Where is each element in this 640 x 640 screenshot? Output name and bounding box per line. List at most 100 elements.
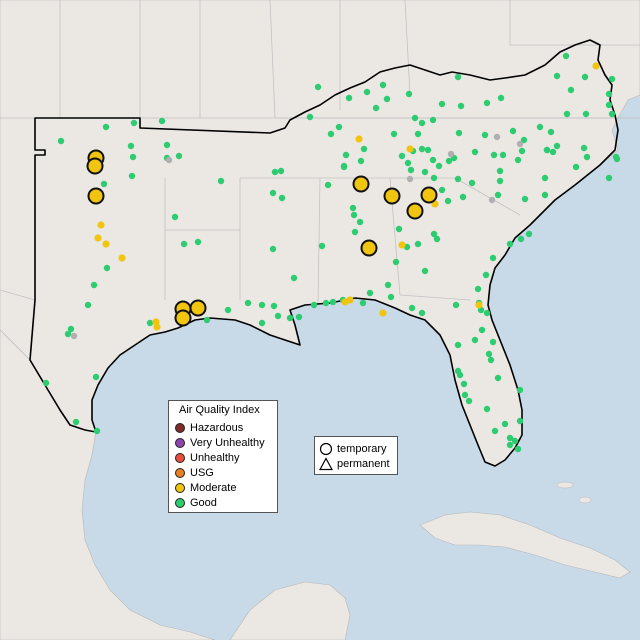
good-monitor-marker[interactable]: [363, 88, 371, 96]
good-monitor-marker[interactable]: [414, 240, 422, 248]
good-monitor-marker[interactable]: [418, 119, 426, 127]
good-monitor-marker[interactable]: [521, 195, 529, 203]
moderate-monitor-marker[interactable]: [398, 241, 406, 249]
good-monitor-marker[interactable]: [171, 213, 179, 221]
good-monitor-marker[interactable]: [583, 153, 591, 161]
good-monitor-marker[interactable]: [483, 99, 491, 107]
good-monitor-marker[interactable]: [581, 73, 589, 81]
good-monitor-marker[interactable]: [536, 123, 544, 131]
good-monitor-marker[interactable]: [517, 235, 525, 243]
good-monitor-marker[interactable]: [543, 146, 551, 154]
good-monitor-marker[interactable]: [130, 119, 138, 127]
good-monitor-marker[interactable]: [269, 245, 277, 253]
temporary-moderate-monitor-marker[interactable]: [86, 157, 104, 175]
good-monitor-marker[interactable]: [430, 174, 438, 182]
good-monitor-marker[interactable]: [345, 94, 353, 102]
good-monitor-marker[interactable]: [514, 156, 522, 164]
moderate-monitor-marker[interactable]: [97, 221, 105, 229]
moderate-monitor-marker[interactable]: [592, 62, 600, 70]
good-monitor-marker[interactable]: [340, 163, 348, 171]
good-monitor-marker[interactable]: [580, 144, 588, 152]
good-monitor-marker[interactable]: [418, 145, 426, 153]
good-monitor-marker[interactable]: [421, 267, 429, 275]
good-monitor-marker[interactable]: [506, 240, 514, 248]
temporary-moderate-monitor-marker[interactable]: [383, 187, 401, 205]
good-monitor-marker[interactable]: [461, 391, 469, 399]
good-monitor-marker[interactable]: [435, 162, 443, 170]
good-monitor-marker[interactable]: [286, 314, 294, 322]
good-monitor-marker[interactable]: [295, 313, 303, 321]
good-monitor-marker[interactable]: [274, 312, 282, 320]
good-monitor-marker[interactable]: [408, 304, 416, 312]
temporary-moderate-monitor-marker[interactable]: [87, 187, 105, 205]
good-monitor-marker[interactable]: [407, 166, 415, 174]
good-monitor-marker[interactable]: [489, 338, 497, 346]
good-monitor-marker[interactable]: [491, 427, 499, 435]
good-monitor-marker[interactable]: [127, 142, 135, 150]
moderate-monitor-marker[interactable]: [346, 296, 354, 304]
good-monitor-marker[interactable]: [418, 309, 426, 317]
good-monitor-marker[interactable]: [518, 147, 526, 155]
good-monitor-marker[interactable]: [175, 152, 183, 160]
good-monitor-marker[interactable]: [494, 191, 502, 199]
good-monitor-marker[interactable]: [553, 72, 561, 80]
good-monitor-marker[interactable]: [310, 301, 318, 309]
good-monitor-marker[interactable]: [605, 101, 613, 109]
good-monitor-marker[interactable]: [306, 113, 314, 121]
good-monitor-marker[interactable]: [351, 228, 359, 236]
good-monitor-marker[interactable]: [92, 373, 100, 381]
good-monitor-marker[interactable]: [478, 326, 486, 334]
good-monitor-marker[interactable]: [563, 110, 571, 118]
temporary-moderate-monitor-marker[interactable]: [360, 239, 378, 257]
good-monitor-marker[interactable]: [327, 130, 335, 138]
good-monitor-marker[interactable]: [433, 235, 441, 243]
moderate-monitor-marker[interactable]: [118, 254, 126, 262]
good-monitor-marker[interactable]: [424, 146, 432, 154]
good-monitor-marker[interactable]: [454, 341, 462, 349]
good-monitor-marker[interactable]: [64, 330, 72, 338]
temporary-moderate-monitor-marker[interactable]: [189, 299, 207, 317]
temporary-moderate-monitor-marker[interactable]: [352, 175, 370, 193]
good-monitor-marker[interactable]: [217, 177, 225, 185]
good-monitor-marker[interactable]: [468, 179, 476, 187]
good-monitor-marker[interactable]: [194, 238, 202, 246]
good-monitor-marker[interactable]: [455, 129, 463, 137]
good-monitor-marker[interactable]: [57, 137, 65, 145]
good-monitor-marker[interactable]: [414, 130, 422, 138]
good-monitor-marker[interactable]: [359, 299, 367, 307]
good-monitor-marker[interactable]: [421, 168, 429, 176]
good-monitor-marker[interactable]: [93, 427, 101, 435]
good-monitor-marker[interactable]: [128, 172, 136, 180]
good-monitor-marker[interactable]: [67, 325, 75, 333]
good-monitor-marker[interactable]: [499, 151, 507, 159]
good-monitor-marker[interactable]: [342, 151, 350, 159]
good-monitor-marker[interactable]: [501, 420, 509, 428]
good-monitor-marker[interactable]: [269, 189, 277, 197]
good-monitor-marker[interactable]: [405, 90, 413, 98]
good-monitor-marker[interactable]: [444, 197, 452, 205]
good-monitor-marker[interactable]: [372, 104, 380, 112]
good-monitor-marker[interactable]: [102, 123, 110, 131]
good-monitor-marker[interactable]: [454, 73, 462, 81]
good-monitor-marker[interactable]: [482, 271, 490, 279]
good-monitor-marker[interactable]: [572, 163, 580, 171]
good-monitor-marker[interactable]: [384, 281, 392, 289]
good-monitor-marker[interactable]: [549, 148, 557, 156]
good-monitor-marker[interactable]: [496, 167, 504, 175]
moderate-monitor-marker[interactable]: [102, 240, 110, 248]
good-monitor-marker[interactable]: [404, 159, 412, 167]
good-monitor-marker[interactable]: [474, 285, 482, 293]
offline-monitor-marker[interactable]: [516, 140, 524, 148]
good-monitor-marker[interactable]: [452, 301, 460, 309]
good-monitor-marker[interactable]: [318, 242, 326, 250]
good-monitor-marker[interactable]: [258, 301, 266, 309]
good-monitor-marker[interactable]: [129, 153, 137, 161]
temporary-moderate-monitor-marker[interactable]: [406, 202, 424, 220]
good-monitor-marker[interactable]: [224, 306, 232, 314]
offline-monitor-marker[interactable]: [70, 332, 78, 340]
good-monitor-marker[interactable]: [438, 100, 446, 108]
good-monitor-marker[interactable]: [481, 131, 489, 139]
good-monitor-marker[interactable]: [322, 299, 330, 307]
good-monitor-marker[interactable]: [366, 289, 374, 297]
good-monitor-marker[interactable]: [485, 350, 493, 358]
